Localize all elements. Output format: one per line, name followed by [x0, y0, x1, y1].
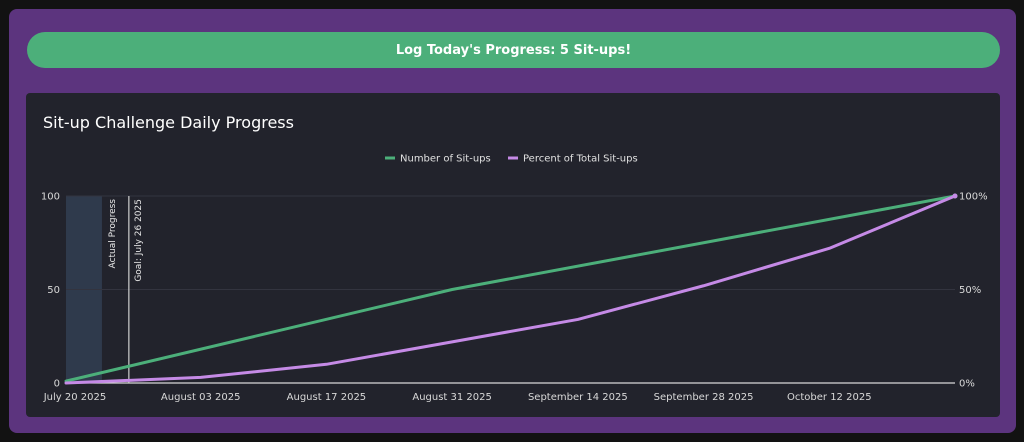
x-tick-label: October 12 2025	[787, 392, 872, 403]
y-right-tick-label: 0%	[959, 379, 975, 390]
y-right-tick-label: 50%	[959, 285, 981, 296]
x-tick-label: August 03 2025	[161, 392, 241, 403]
y-left-tick-label: 100	[41, 192, 60, 203]
legend-label-1: Number of Sit-ups	[400, 154, 491, 165]
x-tick-label: September 28 2025	[654, 392, 754, 403]
series-end-point-2	[952, 193, 958, 199]
goal-line-label: Goal: July 26 2025	[134, 199, 144, 282]
x-tick-label: July 20 2025	[43, 392, 107, 403]
series-line-1	[64, 194, 957, 383]
y-left-tick-label: 50	[47, 285, 60, 296]
x-tick-label: August 31 2025	[412, 392, 492, 403]
x-tick-label: September 14 2025	[528, 392, 628, 403]
series-line-2	[64, 194, 957, 385]
actual-progress-label: Actual Progress	[108, 199, 118, 269]
y-left-tick-label: 0	[54, 379, 60, 390]
log-progress-button[interactable]: Log Today's Progress: 5 Sit-ups!	[27, 32, 1000, 68]
y-right-tick-label: 100%	[959, 192, 988, 203]
x-tick-label: August 17 2025	[287, 392, 367, 403]
legend-label-2: Percent of Total Sit-ups	[523, 154, 638, 165]
chart-title: Sit-up Challenge Daily Progress	[43, 113, 294, 132]
chart-card	[26, 93, 1000, 417]
